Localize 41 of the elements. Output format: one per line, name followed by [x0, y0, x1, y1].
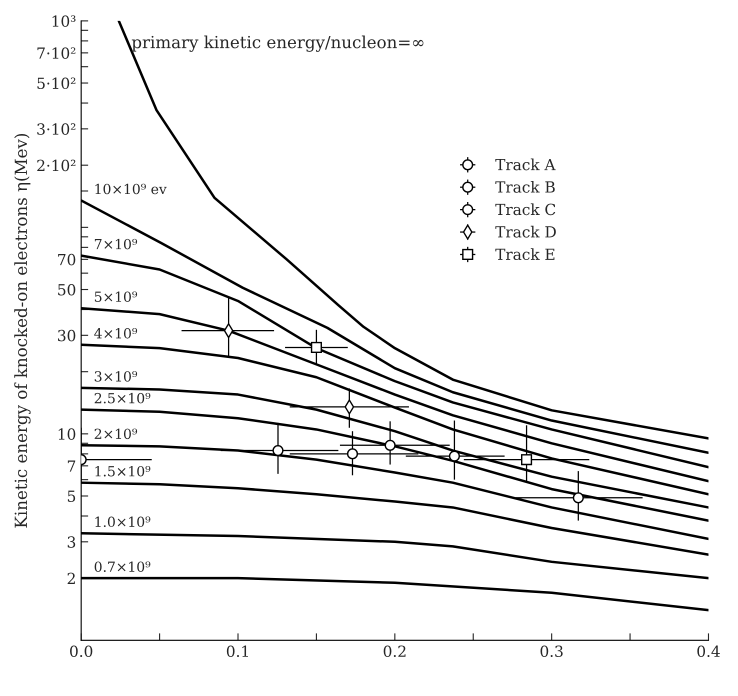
series-label: 5×10⁹: [94, 291, 138, 302]
y-tick-label: 3: [68, 536, 76, 548]
y-tick-label: 7·10²: [37, 47, 76, 59]
y-axis-title: Kinetic energy of knocked-on electrons η(Mev): [14, 134, 31, 528]
legend-label: Track A: [495, 158, 556, 170]
x-tick-label: 0.2: [384, 645, 406, 658]
point: [272, 444, 284, 456]
y-tick-label: 10³: [52, 15, 76, 27]
y-tick-label: 70: [58, 254, 76, 266]
y-tick-label: 5·10²: [37, 78, 76, 90]
series-label: 10×10⁹ ev: [95, 184, 167, 194]
series-label: 4×10⁹: [94, 328, 138, 339]
point: [521, 454, 532, 466]
legend-label: Track C: [495, 203, 556, 216]
series-label: 3×10⁹: [94, 371, 138, 382]
x-tick-label: 0.4: [697, 645, 720, 658]
y-tick-label: 7: [68, 460, 76, 472]
series-label: 0.7×10⁹: [94, 561, 150, 572]
x-tick-label: 0.0: [70, 645, 92, 658]
point: [310, 342, 322, 354]
y-tick-label: 50: [58, 284, 76, 296]
x-tick-label: 0.3: [540, 645, 563, 658]
y-tick-label: 10: [58, 428, 76, 440]
point: [448, 450, 460, 462]
series-label: primary kinetic energy/nucleon=∞: [132, 35, 424, 52]
y-tick-label: 3·10²: [37, 123, 76, 135]
series-label: 7×10⁹: [94, 238, 138, 250]
legend-label: Track D: [495, 226, 556, 238]
y-tick-label: 2·10²: [37, 160, 76, 172]
y-tick-label: 30: [58, 330, 76, 342]
y-tick-label: 2: [68, 572, 75, 584]
series-label: 1.5×10⁹: [95, 466, 150, 476]
series-label: 2×10⁹: [94, 428, 138, 440]
series-label: 2.5×10⁹: [94, 392, 150, 404]
point: [346, 448, 358, 460]
legend-label: Track B: [495, 180, 555, 193]
series-label: 1.0×10⁹: [95, 516, 150, 528]
legend-label: Track E: [495, 248, 554, 260]
x-tick-label: 0.1: [226, 645, 248, 658]
y-tick-label: 5: [68, 490, 76, 502]
point: [384, 440, 396, 451]
